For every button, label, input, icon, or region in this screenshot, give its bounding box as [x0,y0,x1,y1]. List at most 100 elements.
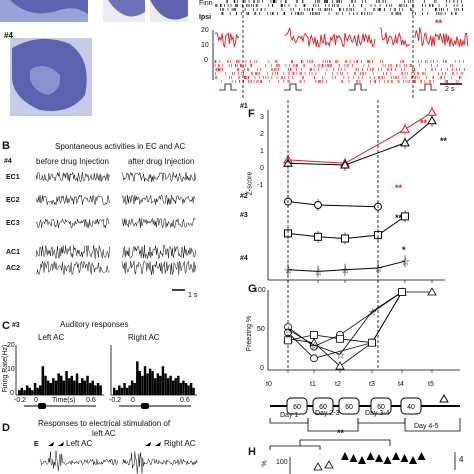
session-box-3 [338,397,360,415]
panel-f-ytick-0: 3 [260,114,264,121]
firing-trace-4 [414,27,469,48]
evoked-trace-left [39,450,118,471]
psth-bar-left [36,387,39,395]
psth-bar-left [46,380,50,395]
zscore-point [400,137,410,147]
psth-bar-left [88,383,92,395]
zscore-point: ☆ [314,267,323,278]
channel-label-ec3: EC3 [6,220,20,227]
zscore-point [400,124,410,133]
trace-ec2-after [121,194,196,206]
panel-f-sig-red-1: ** [420,118,428,128]
firing-trace-3 [379,27,411,47]
panel-h-triangle-filled [358,456,366,464]
panel-d-evoked [39,442,198,474]
panel-d-e-label: E [34,441,39,448]
panel-c-title: Auditory responses [60,320,129,329]
psth-bar-right [138,371,142,395]
psth-bar-left [91,380,94,395]
psth-bar-left [28,387,31,395]
psth-bar-left [67,378,71,395]
panel-c-left-xtick-0: -0.2 [14,397,27,404]
psth-bar-right [171,380,175,395]
panel-g-ytick-2: 0 [260,365,264,372]
zscore-line-animal-1 [287,111,433,164]
trace-ec3-after [121,217,196,229]
panel-d-left-title: Left AC [66,439,93,448]
freezing-point [368,338,376,347]
psth-bar-right [182,380,185,395]
histology-ventricle [30,66,61,95]
panel-f-animal-2: #2 [240,193,248,200]
panel-g-xtick-t2: t2 [335,381,341,388]
zscore-point: ☆ [374,264,383,275]
freezing-point [335,361,345,370]
channel-label-ec2: EC2 [6,197,20,204]
panel-b-letter: B [2,140,10,152]
zscore-point [401,212,409,221]
zscore-line-animal-2 [287,201,379,208]
panel-c-left-title: Left AC [38,333,65,342]
panel-b-traces [35,171,196,291]
panel-c-sublabel: #3 [12,322,20,329]
panel-f-animal-1: #1 [240,103,248,110]
panel-f-sig-red-2: ** [395,183,403,193]
panel-a-histology [0,0,188,116]
psth-bar-left [86,375,89,395]
panel-h-triangle-filled [400,454,409,462]
psth-bar-left [39,385,42,395]
panel-h-triangle-filled [375,454,383,462]
psth-bar-right [148,368,152,395]
panel-f-animal-4: #4 [240,255,248,262]
zscore-point [314,201,322,209]
psth-bar-right [156,373,160,395]
session-label-4: 60 [377,404,385,411]
panel-h-triangle-filled [366,452,375,460]
panel-c-right-xtick-1: 0 [131,397,135,404]
psth-bar-left [20,387,24,395]
psth-bar-right [130,380,134,395]
trace-ec1-before [35,171,110,183]
stim-marker-left [38,403,46,409]
panel-d-title-line1: Responses to electrical stimulation of [38,419,171,428]
psth-bar-left [23,390,26,395]
psth-bar-left [18,390,21,395]
panel-f-ylabel: Z-score [246,171,254,196]
psth-bar-left [75,373,79,395]
psth-bar-left [99,385,102,395]
psth-bar-right [159,375,162,395]
panel-g-day-3: Day 3-4 [365,410,390,417]
freezing-point: ☆ [284,325,293,336]
psth-bar-right [128,385,131,395]
psth-bar-right [161,366,165,395]
zscore-point [427,115,437,125]
psth-bar-right [187,385,190,395]
panel-d-title-line2: left AC [92,429,116,438]
psth-bar-left [41,366,45,395]
panel-g-xtick-t3: t3 [369,381,375,388]
stim-pulse-1 [219,83,237,91]
panel-g-xtick-t4: t4 [398,381,404,388]
panel-h-triangle-filled [341,452,349,460]
panel-g-day-4: Day 4-5 [414,423,439,430]
panel-g-letter: G [248,283,257,295]
psth-bar-left [25,385,29,395]
panel-e-ytick-2: 0 [204,57,208,64]
panel-f-ytick-4: -1 [257,182,264,189]
panel-h-ytick: 100 [276,459,288,466]
zscore-point: ☆ [401,257,410,268]
panel-h-triangle-filled [417,452,426,460]
psth-bar-right [133,383,136,395]
panel-f-ytick-2: 1 [260,148,264,155]
psth-bar-left [44,375,47,395]
psth-bar-left [31,390,34,395]
psth-bar-right [177,375,180,395]
psth-bar-right [123,383,126,395]
panel-e-ipsi-label: Ipsi [199,14,212,21]
psth-bar-right [143,366,147,395]
psth-bar-left [60,375,63,395]
panel-b-title: Spontaneous activities in EC and AC [55,142,186,151]
psth-bar-left [70,375,73,395]
